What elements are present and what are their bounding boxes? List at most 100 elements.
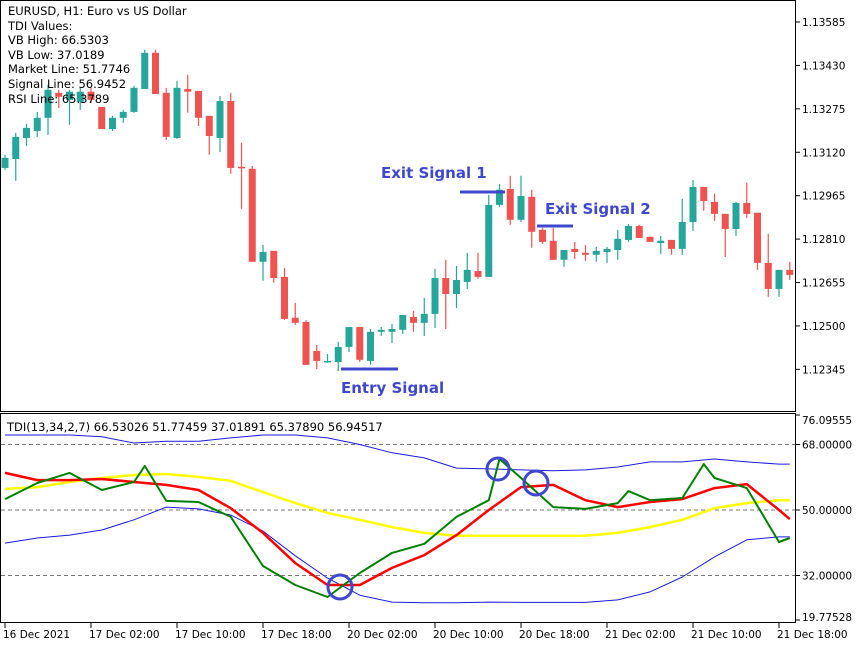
candle-body	[431, 278, 439, 314]
candle-body	[614, 238, 622, 251]
candle-body	[238, 166, 245, 169]
candle-body	[367, 331, 374, 361]
exit-signal-2-label: Exit Signal 2	[545, 200, 651, 218]
candle	[474, 252, 482, 279]
candle	[152, 49, 159, 94]
candle-body	[259, 251, 267, 262]
candle-body	[582, 252, 589, 255]
candle	[560, 250, 568, 267]
candle-body	[44, 89, 52, 118]
candle	[754, 212, 761, 270]
indicator-tick-label: 32.00000	[802, 571, 852, 583]
candle	[162, 87, 170, 140]
candle	[205, 115, 213, 155]
time-tick-label: 21 Dec 10:00	[691, 629, 762, 641]
signal-line-line	[4, 471, 791, 587]
candle	[302, 320, 310, 365]
price-tick-label: 1.13120	[802, 147, 845, 159]
candle-body	[678, 222, 686, 249]
candle	[592, 246, 600, 262]
candle	[657, 236, 665, 254]
price-tick-label: 1.12655	[802, 278, 845, 290]
market-line-value: Market Line: 51.7746	[8, 62, 131, 77]
candle	[66, 89, 73, 125]
price-tick-label: 1.13275	[802, 104, 845, 116]
price-tick-label: 1.12500	[802, 321, 845, 333]
price-tick-label: 1.12810	[802, 234, 845, 246]
candle	[786, 261, 794, 280]
candle	[775, 269, 783, 297]
candle-body	[657, 240, 665, 244]
candle	[184, 74, 192, 113]
candle	[195, 90, 202, 126]
candle	[721, 213, 729, 258]
candle-body	[549, 240, 557, 260]
indicator-title: TDI(13,34,2,7) 66.53026 51.77459 37.0189…	[7, 420, 383, 434]
vb-high-line	[5, 434, 790, 472]
candle	[689, 179, 697, 231]
candle	[324, 353, 331, 363]
candle-body	[603, 248, 611, 252]
candle	[496, 183, 503, 207]
market-base-line-line	[4, 472, 790, 538]
rsi-line-value: RSI Line: 65.3789	[8, 91, 110, 106]
candle	[281, 267, 288, 321]
candle-body	[334, 346, 342, 363]
candle	[1, 154, 9, 170]
candle-body	[227, 100, 235, 168]
time-tick-label: 17 Dec 18:00	[261, 629, 332, 641]
exit-1-crossover-circle	[485, 456, 511, 482]
candle-body	[12, 136, 20, 159]
symbol-title: EURUSD, H1: Euro vs US Dollar	[8, 4, 187, 18]
candle	[109, 115, 116, 131]
candle	[549, 227, 557, 260]
candle-body	[539, 229, 546, 242]
vb-high-value: VB High: 66.5303	[8, 33, 109, 48]
candle	[130, 85, 138, 113]
entry-crossover-circle	[326, 573, 354, 601]
candle	[399, 314, 407, 335]
candle	[345, 327, 353, 352]
candle-body	[302, 322, 310, 365]
candle-body	[646, 236, 654, 242]
candle-body	[754, 212, 761, 263]
candle-body	[33, 117, 41, 131]
candle	[334, 341, 342, 372]
candle-body	[173, 87, 181, 138]
candle-body	[66, 91, 73, 100]
price-tick-label: 1.13430	[802, 60, 845, 72]
time-tick-label: 20 Dec 18:00	[519, 629, 590, 641]
candle-body	[98, 106, 106, 130]
candle	[55, 89, 63, 108]
candle	[141, 49, 149, 89]
candle-body	[109, 117, 116, 130]
candle-body	[87, 91, 95, 100]
time-tick-label: 21 Dec 18:00	[777, 629, 848, 641]
candle	[571, 241, 579, 259]
candle	[259, 244, 267, 281]
candle-body	[625, 225, 632, 240]
rsi-price-line-line	[4, 458, 791, 598]
candle	[603, 246, 611, 263]
candle-body	[377, 329, 385, 332]
candle	[248, 165, 256, 262]
vb-low-line	[4, 506, 790, 604]
candle-body	[528, 196, 536, 232]
candle-body	[453, 279, 460, 294]
candle-body	[711, 201, 718, 214]
time-tick-label: 17 Dec 10:00	[175, 629, 246, 641]
candle	[227, 92, 235, 174]
candle	[646, 236, 654, 242]
candles	[1, 49, 794, 372]
candle-body	[270, 250, 278, 279]
time-tick-label: 20 Dec 10:00	[433, 629, 504, 641]
candle-body	[668, 239, 675, 249]
candle-body	[571, 248, 579, 252]
candle-body	[119, 111, 127, 118]
candle-body	[420, 313, 428, 323]
time-tick-label: 21 Dec 02:00	[605, 629, 676, 641]
candle-body	[743, 202, 751, 214]
candle	[764, 233, 772, 297]
